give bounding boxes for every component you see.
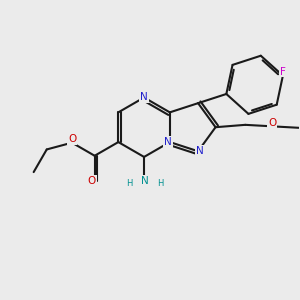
Text: H: H bbox=[157, 178, 163, 188]
Text: O: O bbox=[268, 118, 276, 128]
Text: N: N bbox=[141, 176, 149, 186]
Text: O: O bbox=[68, 134, 76, 144]
Text: N: N bbox=[196, 146, 204, 156]
Text: F: F bbox=[280, 67, 286, 77]
Text: N: N bbox=[164, 137, 172, 147]
Text: N: N bbox=[140, 92, 148, 103]
Text: O: O bbox=[88, 176, 96, 186]
Text: H: H bbox=[126, 178, 132, 188]
